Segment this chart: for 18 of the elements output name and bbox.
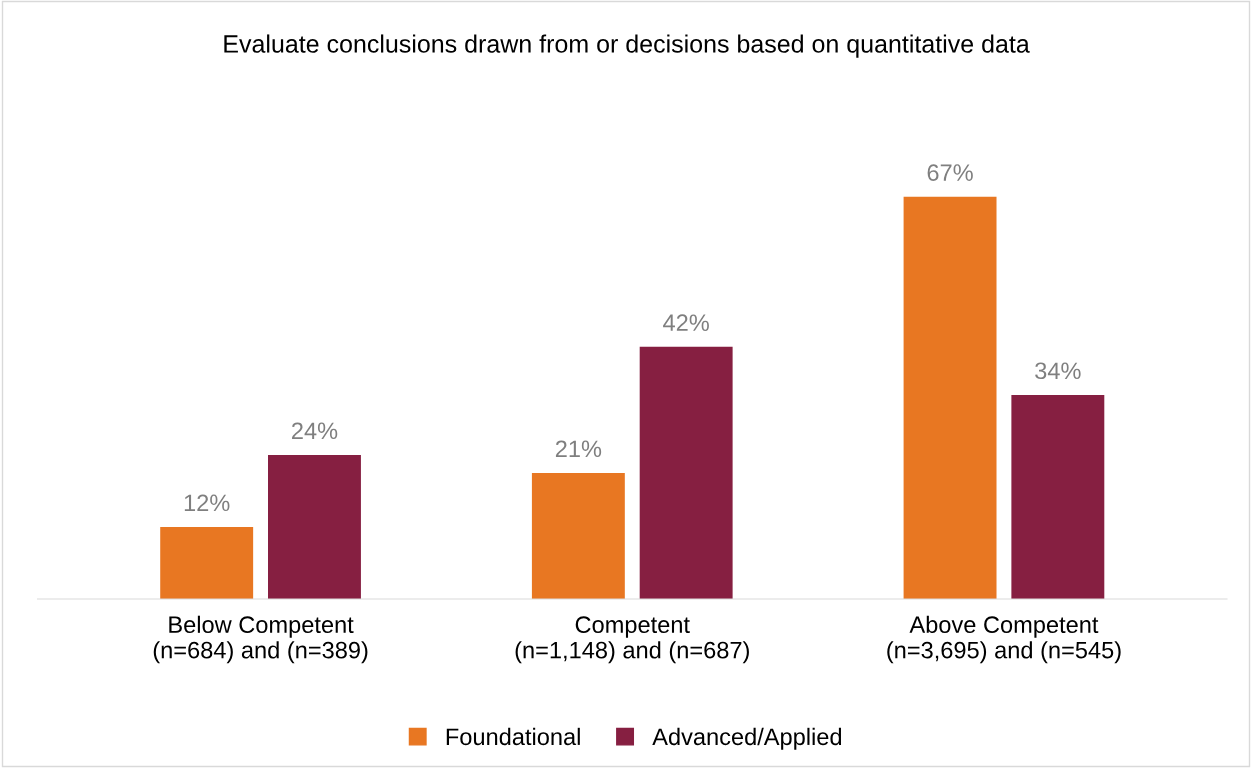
bar [639, 346, 733, 600]
data-label: 12% [184, 494, 230, 512]
x-tick-label: Below Competent (n=684) and (n=389) [153, 615, 368, 664]
legend-label: Foundational [446, 727, 580, 746]
x-tick-label: Competent (n=1,148) and (n=687) [515, 616, 749, 664]
bar [160, 526, 254, 600]
data-label: 21% [555, 440, 602, 458]
bar [531, 472, 625, 600]
data-label: 24% [292, 422, 338, 440]
data-label: 42% [663, 314, 709, 331]
chart-title: Evaluate conclusions drawn from or decisions based on quantitative data [224, 34, 1030, 58]
data-label: 67% [927, 164, 973, 181]
bar [268, 454, 361, 600]
bar [1011, 394, 1105, 600]
legend-label: Advanced/Applied [652, 727, 842, 750]
x-tick-label: Above Competent (n=3,695) and (n=545) [887, 615, 1121, 664]
data-label: 34% [1035, 362, 1081, 380]
bar [903, 196, 997, 600]
